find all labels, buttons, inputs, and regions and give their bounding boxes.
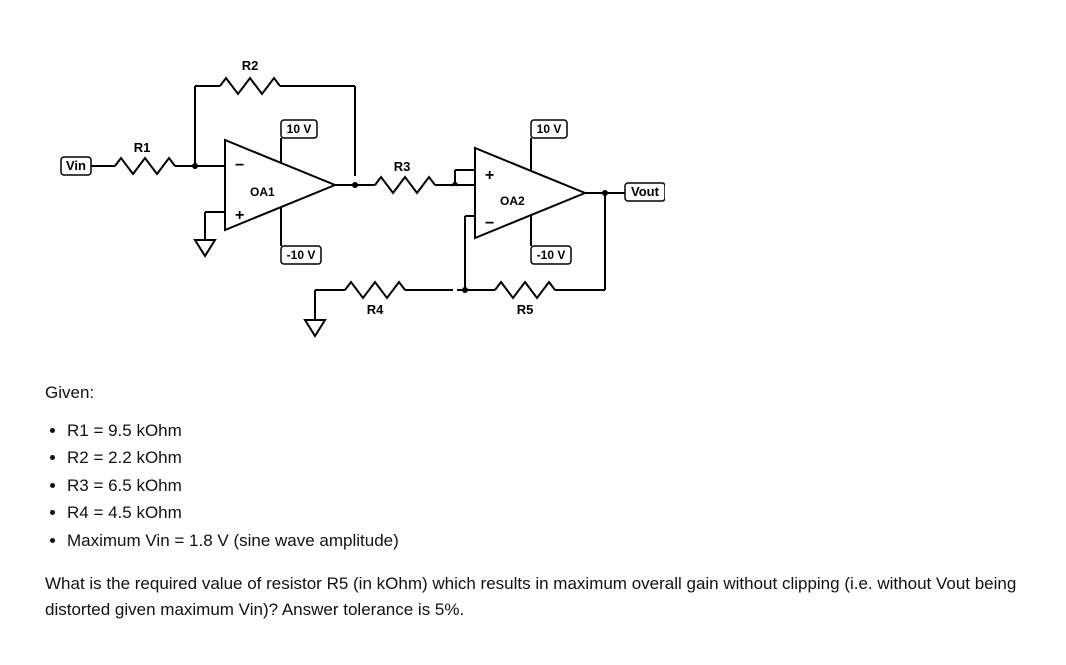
svg-text:+: + bbox=[485, 167, 494, 184]
given-list: R1 = 9.5 kOhm R2 = 2.2 kOhm R3 = 6.5 kOh… bbox=[45, 418, 1021, 554]
given-heading: Given: bbox=[45, 380, 1021, 406]
vin-label: Vin bbox=[66, 158, 86, 173]
r4-label: R4 bbox=[367, 302, 384, 317]
r2-label: R2 bbox=[242, 58, 259, 73]
oa2-label: OA2 bbox=[500, 194, 525, 208]
given-item: Maximum Vin = 1.8 V (sine wave amplitude… bbox=[67, 528, 1021, 554]
r5-label: R5 bbox=[517, 302, 534, 317]
svg-text:−: − bbox=[485, 215, 494, 232]
oa1-vminus: -10 V bbox=[287, 248, 316, 262]
oa2-vplus: 10 V bbox=[537, 122, 562, 136]
oa1-vplus: 10 V bbox=[287, 122, 312, 136]
svg-text:−: − bbox=[235, 157, 244, 174]
oa2-vminus: -10 V bbox=[537, 248, 566, 262]
given-item: R1 = 9.5 kOhm bbox=[67, 418, 1021, 444]
question-text: What is the required value of resistor R… bbox=[45, 571, 1021, 622]
vout-label: Vout bbox=[631, 184, 660, 199]
r3-label: R3 bbox=[394, 159, 411, 174]
svg-text:+: + bbox=[235, 207, 244, 224]
given-item: R3 = 6.5 kOhm bbox=[67, 473, 1021, 499]
given-item: R2 = 2.2 kOhm bbox=[67, 445, 1021, 471]
r1-label: R1 bbox=[134, 140, 151, 155]
circuit-diagram: Vin R1 R2 OA1 − + 10 V -10 V R3 OA2 + − bbox=[45, 30, 665, 350]
oa1-label: OA1 bbox=[250, 185, 275, 199]
given-item: R4 = 4.5 kOhm bbox=[67, 500, 1021, 526]
